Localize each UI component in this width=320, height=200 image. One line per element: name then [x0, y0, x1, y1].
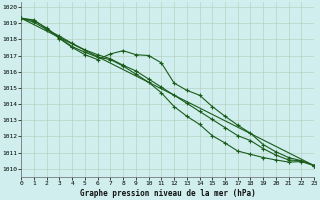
X-axis label: Graphe pression niveau de la mer (hPa): Graphe pression niveau de la mer (hPa): [80, 189, 256, 198]
